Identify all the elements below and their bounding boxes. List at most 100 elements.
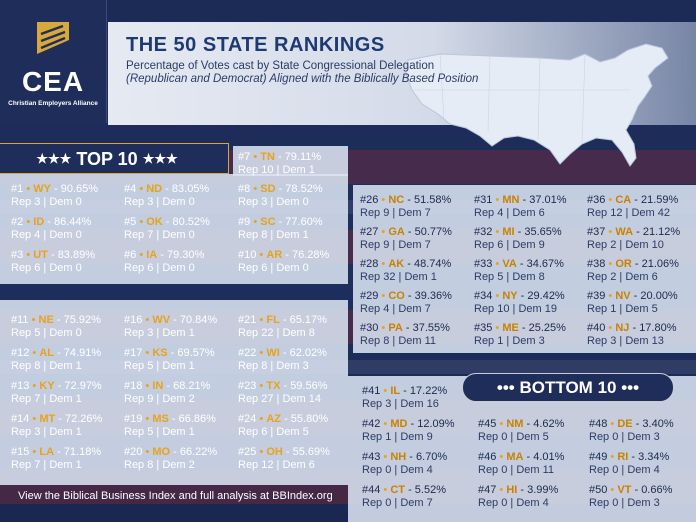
- state-rank: #31: [474, 194, 493, 206]
- state-delegation-line: Rep 5 | Dem 1: [124, 426, 195, 438]
- state-rank: #41: [362, 385, 381, 397]
- state-abbr: WA: [615, 226, 634, 238]
- state-percent: 4.62%: [533, 418, 565, 430]
- state-rank-line: #29 • CO - 39.36%: [360, 290, 452, 302]
- state-delegation-line: Rep 4 | Dem 0: [11, 229, 82, 241]
- state-entry-ok: #5 • OK - 80.52% Rep 7 | Dem 0: [124, 216, 244, 242]
- rep-count: Rep 1: [587, 303, 617, 315]
- state-percent: 72.26%: [65, 413, 103, 425]
- state-rank-line: #34 • NY - 29.42%: [474, 290, 565, 302]
- state-percent: 74.91%: [63, 347, 102, 359]
- state-delegation-line: Rep 10 | Dem 1: [238, 164, 315, 176]
- rep-count: Rep 0: [478, 497, 508, 509]
- cea-shield-icon: [37, 22, 69, 54]
- state-percent: 20.00%: [640, 290, 678, 302]
- state-percent: 83.89%: [57, 249, 95, 261]
- dem-count: Dem 7: [398, 207, 431, 219]
- state-percent: 69.57%: [177, 347, 215, 359]
- state-rank: #17: [124, 347, 143, 359]
- state-percent: 3.99%: [527, 484, 559, 496]
- state-abbr: ME: [502, 322, 519, 334]
- rep-count: Rep 1: [362, 431, 392, 443]
- bullet-icon: •: [495, 322, 500, 334]
- state-rank: #4: [124, 183, 137, 195]
- state-rank-line: #6 • IA - 79.30%: [124, 249, 205, 261]
- state-delegation-line: Rep 8 | Dem 3: [238, 360, 309, 372]
- state-rank: #11: [11, 314, 29, 326]
- state-abbr: MI: [502, 226, 515, 238]
- state-rank: #7: [238, 151, 251, 163]
- state-delegation-line: Rep 0 | Dem 4: [478, 497, 549, 509]
- state-percent: 66.86%: [178, 413, 216, 425]
- state-delegation-line: Rep 6 | Dem 5: [238, 426, 309, 438]
- state-rank-line: #44 • CT - 5.52%: [362, 484, 446, 496]
- bullet-icon: •: [32, 413, 37, 425]
- page-subtitle: Percentage of Votes cast by State Congre…: [126, 60, 435, 72]
- state-rank-line: #23 • TX - 59.56%: [238, 380, 328, 392]
- state-rank-line: #2 • ID - 86.44%: [11, 216, 92, 228]
- state-percent: 21.59%: [641, 194, 679, 206]
- rep-count: Rep 32: [360, 271, 396, 283]
- page-title: THE 50 STATE RANKINGS: [126, 34, 385, 56]
- dem-count: Dem 1: [162, 426, 195, 438]
- state-rank-line: #5 • OK - 80.52%: [124, 216, 210, 228]
- state-delegation-line: Rep 5 | Dem 1: [124, 360, 195, 372]
- rep-count: Rep 7: [11, 459, 41, 471]
- state-entry-nv: #39 • NV - 20.00% Rep 1 | Dem 5: [587, 290, 696, 316]
- state-delegation-line: Rep 4 | Dem 6: [474, 207, 545, 219]
- state-abbr: NC: [388, 194, 405, 206]
- state-rank-line: #9 • SC - 77.60%: [238, 216, 323, 228]
- state-rank-line: #48 • DE - 3.40%: [589, 418, 674, 430]
- state-abbr: MO: [152, 446, 171, 458]
- bullet-icon: •: [259, 249, 264, 261]
- state-percent: 4.01%: [533, 451, 565, 463]
- state-rank-line: #27 • GA - 50.77%: [360, 226, 452, 238]
- state-abbr: MT: [39, 413, 56, 425]
- dem-count: Dem 10: [625, 239, 664, 251]
- state-delegation-line: Rep 8 | Dem 11: [360, 335, 437, 347]
- stars-icon: ★★★: [142, 151, 178, 166]
- state-delegation-line: Rep 6 | Dem 0: [124, 262, 195, 274]
- state-rank: #20: [124, 446, 143, 458]
- dem-count: Dem 1: [282, 164, 315, 176]
- bullet-icon: •: [608, 322, 613, 334]
- state-entry-mo: #20 • MO - 66.22% Rep 8 | Dem 2: [124, 446, 244, 472]
- state-delegation-line: Rep 3 | Dem 1: [11, 426, 82, 438]
- state-rank: #13: [11, 380, 30, 392]
- state-abbr: UT: [33, 249, 48, 261]
- state-delegation-line: Rep 2 | Dem 10: [587, 239, 664, 251]
- state-percent: 66.22%: [179, 446, 218, 458]
- state-delegation-line: Rep 8 | Dem 1: [238, 229, 309, 241]
- dem-count: Dem 7: [398, 239, 431, 251]
- dem-count: Dem 0: [49, 327, 82, 339]
- state-rank-line: #38 • OR - 21.06%: [587, 258, 679, 270]
- state-rank: #40: [587, 322, 606, 334]
- dem-count: Dem 0: [49, 262, 82, 274]
- state-rank: #28: [360, 258, 379, 270]
- state-entry-wi: #22 • WI - 62.02% Rep 8 | Dem 3: [238, 347, 358, 373]
- state-percent: 35.65%: [524, 226, 562, 238]
- dem-count: Dem 8: [512, 271, 545, 283]
- dem-count: Dem 11: [398, 335, 437, 347]
- dem-count: Dem 4: [627, 464, 660, 476]
- state-rank: #27: [360, 226, 379, 238]
- state-abbr: DE: [617, 418, 633, 430]
- dem-count: Dem 4: [516, 497, 549, 509]
- bullet-icon: •: [26, 183, 31, 195]
- state-abbr: IN: [152, 380, 164, 392]
- bottom10-label: BOTTOM 10: [519, 378, 617, 397]
- state-entry-mi: #32 • MI - 35.65% Rep 6 | Dem 9: [474, 226, 594, 252]
- state-rank: #1: [11, 183, 24, 195]
- state-entry-ma: #46 • MA - 4.01% Rep 0 | Dem 11: [478, 451, 598, 477]
- state-entry-pa: #30 • PA - 37.55% Rep 8 | Dem 11: [360, 322, 480, 348]
- dots-icon: •••: [621, 378, 640, 397]
- state-rank-line: #33 • VA - 34.67%: [474, 258, 564, 270]
- rep-count: Rep 7: [11, 393, 41, 405]
- state-entry-tn: #7 • TN - 79.11% Rep 10 | Dem 1: [238, 151, 358, 177]
- state-rank: #5: [124, 216, 137, 228]
- bullet-icon: •: [31, 314, 36, 326]
- rep-count: Rep 3: [11, 196, 41, 208]
- state-delegation-line: Rep 0 | Dem 7: [362, 497, 433, 509]
- top-panel-extension: [233, 146, 348, 176]
- rep-count: Rep 0: [362, 464, 392, 476]
